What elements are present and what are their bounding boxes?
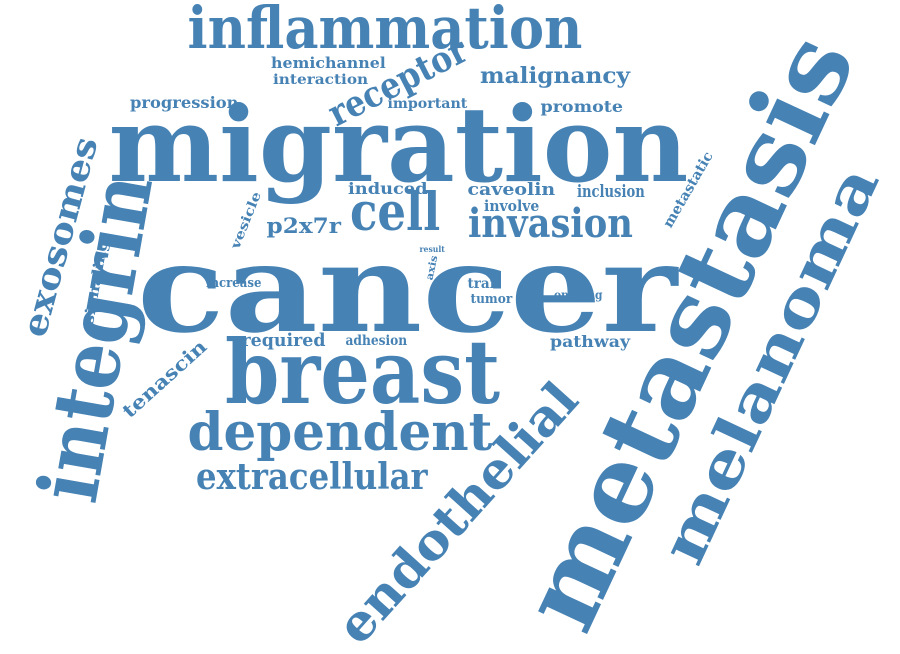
word-hemichannel: hemichannel bbox=[270, 53, 386, 72]
word-adhesion: adhesion bbox=[344, 333, 407, 349]
word-extracellular: extracellular bbox=[196, 456, 428, 498]
word-malignancy: malignancy bbox=[480, 63, 631, 89]
word-tran: tran bbox=[466, 276, 500, 292]
word-inflammation: inflammation bbox=[187, 0, 583, 62]
word-interaction: interaction bbox=[272, 72, 368, 88]
word-promote: promote bbox=[539, 97, 623, 116]
word-cancer: cancer bbox=[136, 216, 678, 360]
word-opening: opening bbox=[554, 288, 603, 302]
word-induced: induced bbox=[348, 179, 428, 198]
word-progression: progression bbox=[129, 93, 239, 112]
word-required: required bbox=[240, 330, 325, 351]
word-result: result bbox=[419, 244, 445, 254]
word-migration: migration bbox=[108, 83, 688, 206]
word-inclusion: inclusion bbox=[576, 181, 645, 202]
word-tumor: tumor bbox=[469, 291, 512, 307]
word-caveolin: caveolin bbox=[467, 179, 555, 200]
word-dependent: dependent bbox=[187, 402, 493, 463]
word-increase: increase bbox=[205, 275, 261, 291]
word-invasion: invasion bbox=[467, 200, 633, 247]
word-pathway: pathway bbox=[550, 332, 631, 351]
word-p2x7r: p2x7r bbox=[266, 212, 341, 238]
word-cell: cell bbox=[350, 182, 441, 243]
word-breast: breast bbox=[224, 320, 500, 424]
word-important: important bbox=[386, 96, 467, 112]
word-involve: involve bbox=[483, 196, 539, 215]
